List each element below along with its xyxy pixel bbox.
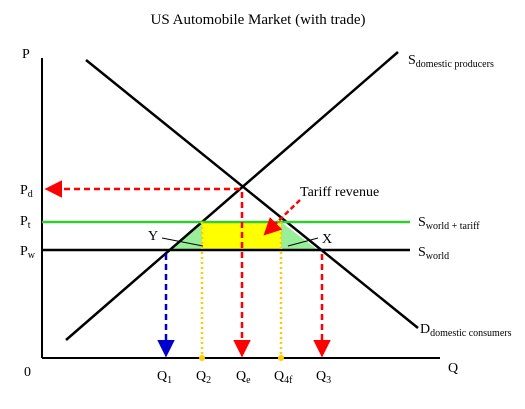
- demand-domestic-curve: [85, 59, 419, 329]
- pw-label: Pw: [20, 244, 36, 261]
- x-pointer: [287, 237, 319, 247]
- demand-domestic-label: Ddomestic consumers: [420, 322, 512, 339]
- tariff-revenue-label: Tariff revenue: [300, 185, 379, 200]
- supply-domestic-curve: [65, 51, 399, 341]
- deadweight-loss-x: [281, 222, 318, 250]
- q3-label: Q3: [316, 369, 331, 386]
- y-region-label: Y: [148, 229, 158, 244]
- q4f-marker: [278, 355, 284, 361]
- qe-label: Qe: [236, 369, 251, 386]
- pt-label: Pt: [20, 214, 31, 231]
- supply-world-tariff-label: Sworld + tariff: [418, 215, 480, 232]
- y-axis-label: P: [22, 47, 30, 62]
- q4f-label: Q4f: [274, 369, 293, 386]
- q2-marker: [199, 355, 205, 361]
- origin-label: 0: [24, 365, 31, 380]
- supply-domestic-label: Sdomestic producers: [408, 53, 494, 70]
- chart-title: US Automobile Market (with trade): [151, 12, 366, 28]
- q2-label: Q2: [196, 369, 211, 386]
- supply-world-label: Sworld: [418, 245, 449, 262]
- x-axis-label: Q: [448, 361, 458, 376]
- pd-label: Pd: [20, 183, 33, 200]
- x-region-label: X: [322, 232, 332, 247]
- q1-label: Q1: [157, 369, 172, 386]
- y-pointer: [161, 237, 204, 247]
